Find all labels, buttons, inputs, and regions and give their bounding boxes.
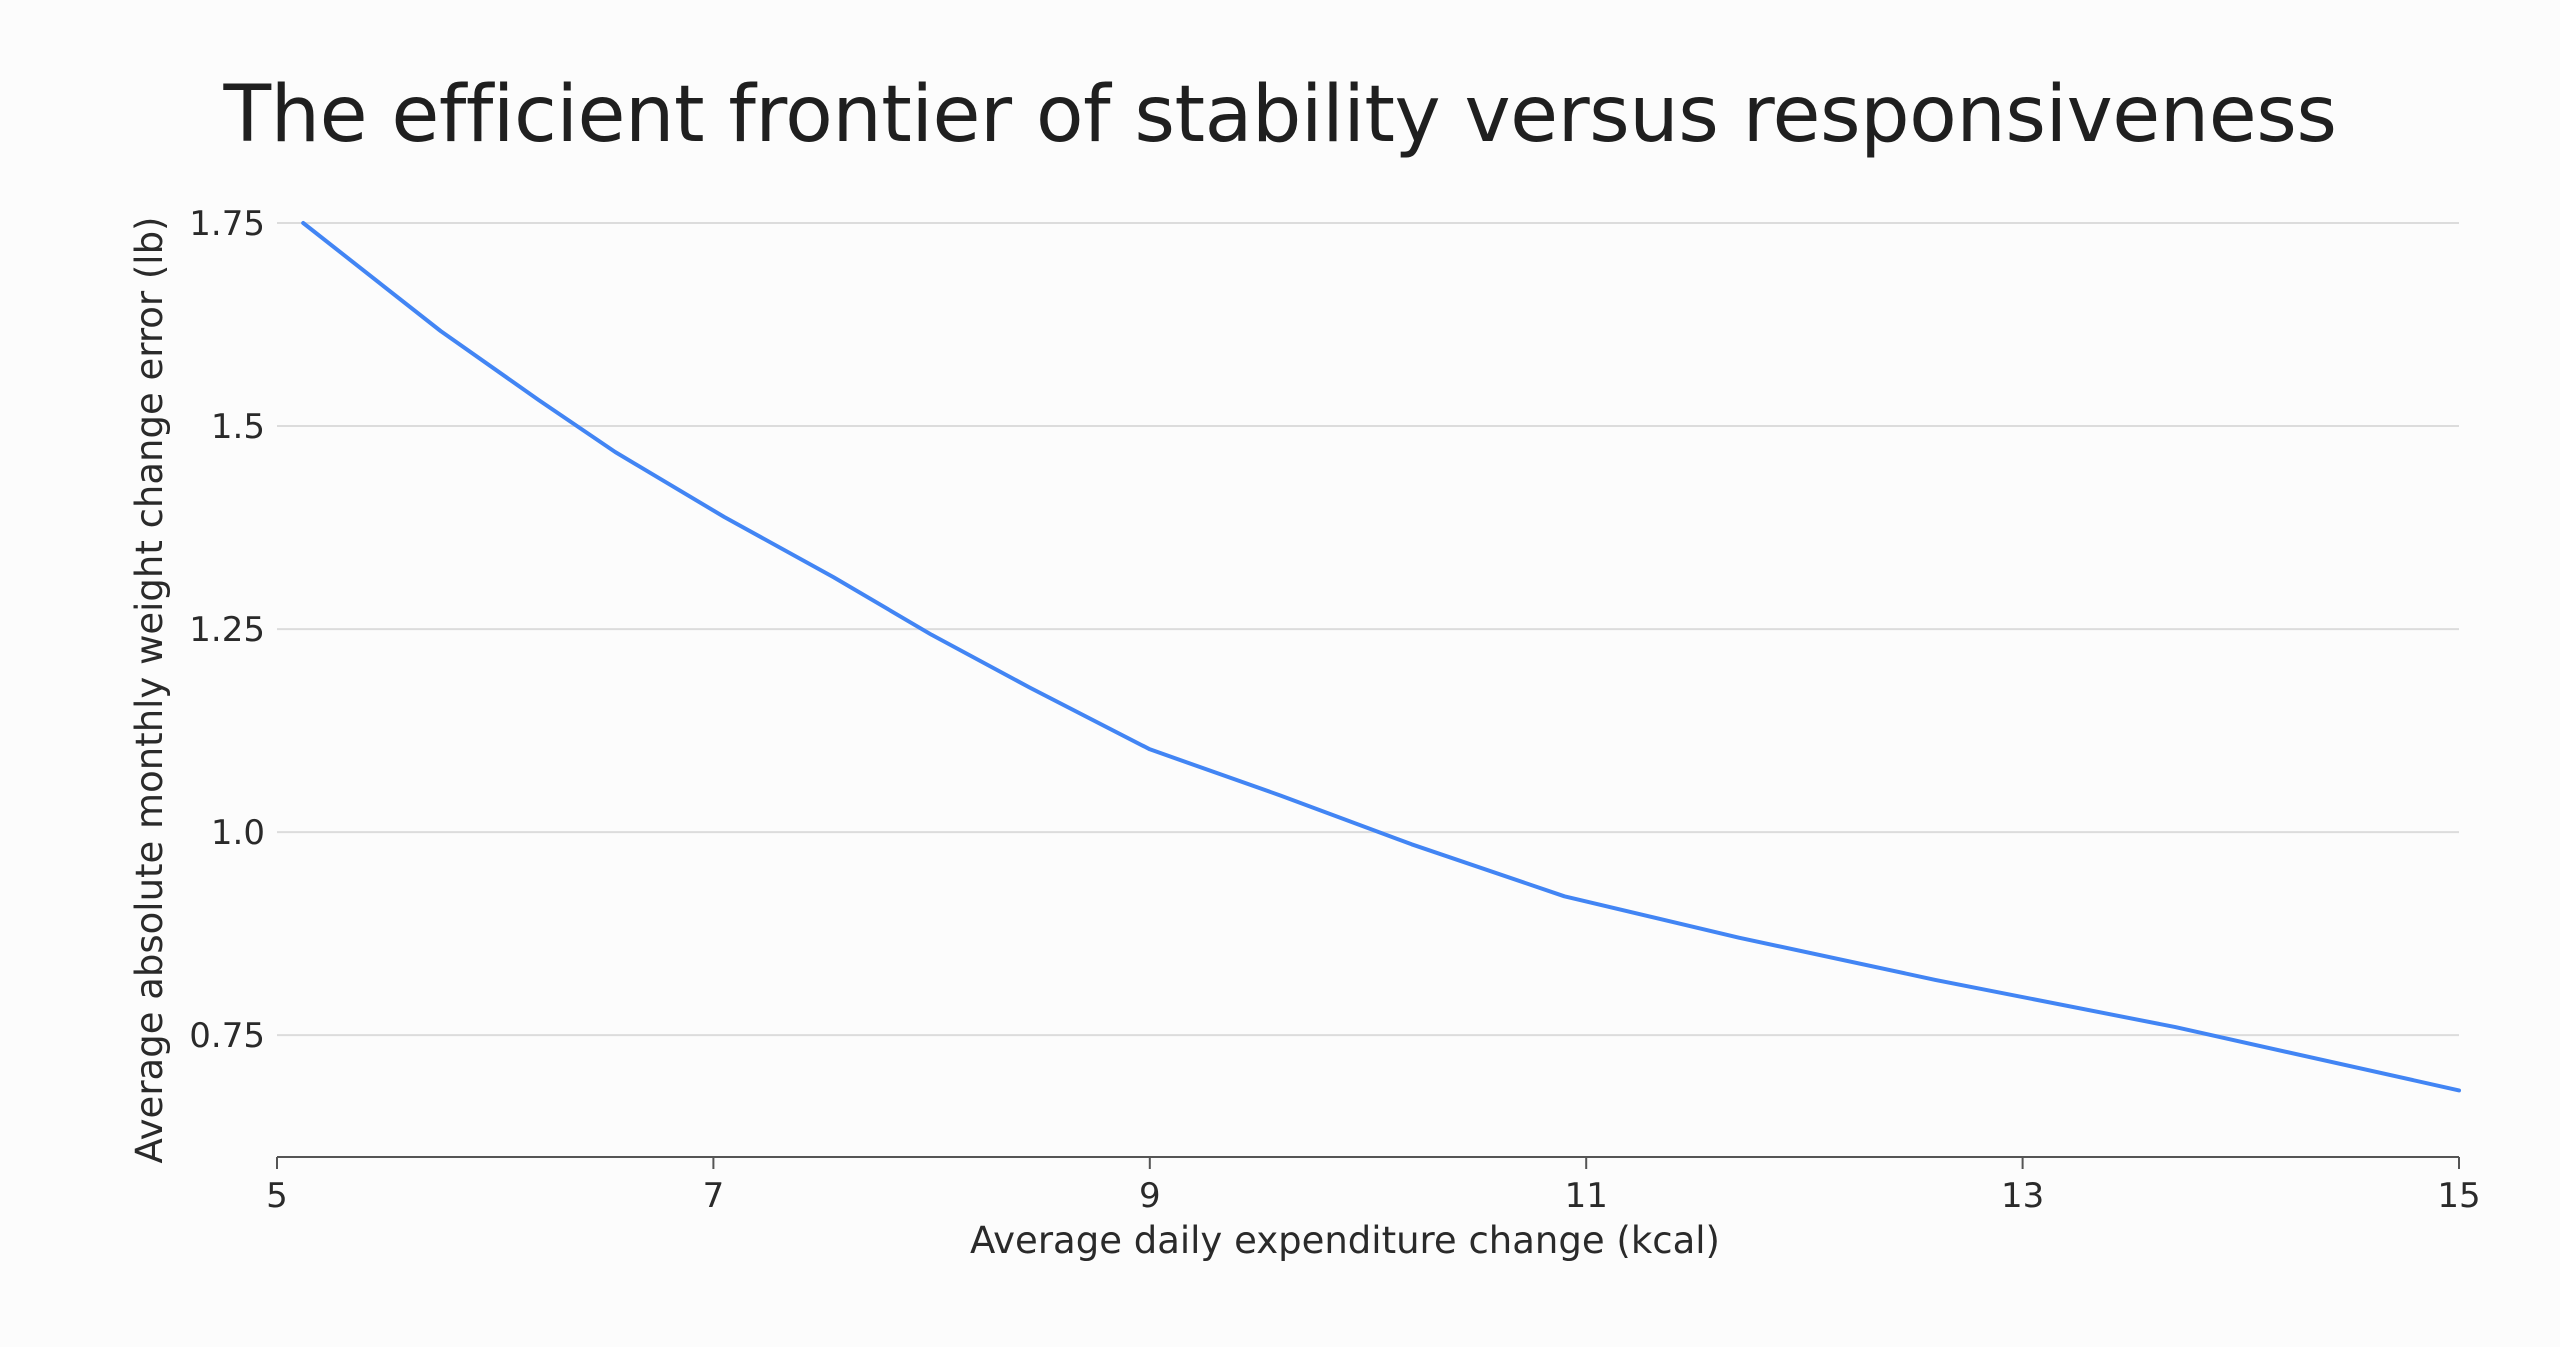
gridlines — [277, 222, 2459, 1037]
x-tick-label: 5 — [266, 1176, 288, 1216]
x-tick-label: 13 — [2001, 1176, 2044, 1216]
y-tick-label: 1.75 — [189, 204, 265, 244]
axes: 0.75 1.0 1.25 1.5 1.75 5 7 9 11 13 15 — [189, 204, 2480, 1216]
y-axis-label: Average absolute monthly weight change e… — [128, 217, 171, 1164]
x-tick-label: 9 — [1139, 1176, 1161, 1216]
x-tick-label: 15 — [2437, 1176, 2480, 1216]
x-tick-label: 7 — [703, 1176, 725, 1216]
chart-title: The efficient frontier of stability vers… — [223, 70, 2337, 160]
y-tick-label: 0.75 — [189, 1016, 265, 1056]
y-tick-label: 1.5 — [211, 407, 265, 447]
y-tick-label: 1.0 — [211, 813, 265, 853]
x-axis-label: Average daily expenditure change (kcal) — [970, 1219, 1720, 1262]
x-tick-label: 11 — [1565, 1176, 1608, 1216]
series-layer — [301, 221, 2461, 1093]
y-tick-label: 1.25 — [189, 610, 265, 650]
series-line — [301, 221, 2461, 1093]
